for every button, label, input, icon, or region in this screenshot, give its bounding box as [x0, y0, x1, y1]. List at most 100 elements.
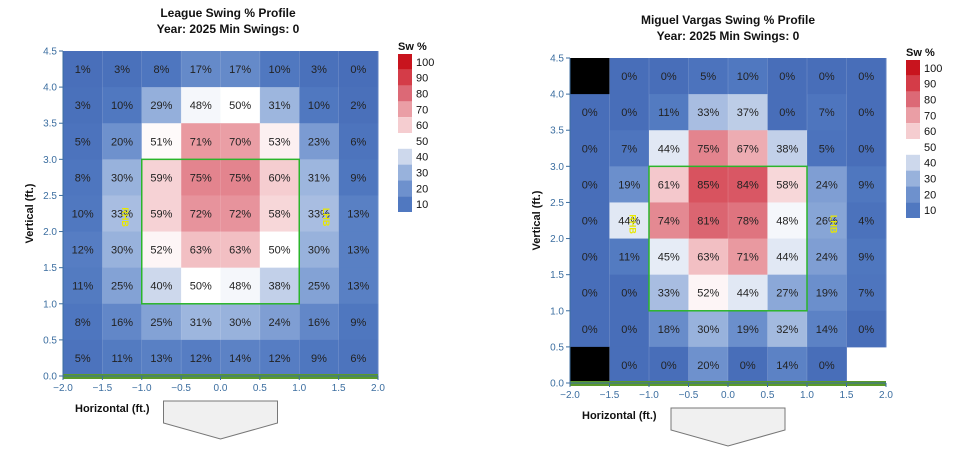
cell-value-label: 30% [111, 172, 133, 184]
heatmap-cell [807, 58, 847, 95]
heatmap-cell [688, 202, 729, 240]
cell-value-label: 0% [582, 288, 598, 300]
cell-value-label: 81% [697, 216, 719, 228]
cell-value-label: 72% [190, 209, 212, 221]
color-legend: Sw % 100 90 80 70 60 50 40 30 20 10 [906, 47, 942, 218]
heatmap-cell [649, 310, 689, 348]
legend-swatch [398, 117, 412, 133]
cell-value-label: 24% [816, 179, 838, 191]
heatmap-cell [688, 130, 729, 167]
home-plate-icon [670, 407, 786, 447]
heatmap-cell [609, 238, 650, 276]
heatmap-cell [570, 202, 610, 240]
x-tick-label: −2.0 [560, 390, 580, 401]
chart-title: League Swing % Profile [160, 6, 296, 20]
x-tick-label: −1.5 [93, 383, 113, 394]
heatmap-cell [767, 202, 808, 240]
cell-value-label: 33% [308, 209, 330, 221]
cell-value-label: 19% [737, 324, 759, 336]
cell-value-label: 51% [150, 136, 172, 148]
cell-value-label: 10% [269, 64, 291, 76]
cell-value-label: 48% [229, 281, 251, 293]
heatmap-cell [767, 166, 808, 203]
cell-value-label: 67% [737, 143, 759, 155]
y-tick-label: 0.0 [43, 372, 57, 383]
heatmap-cell [688, 346, 729, 384]
cell-value-label: 3% [114, 64, 130, 76]
cell-value-label: 48% [190, 100, 212, 112]
y-tick-label: 3.0 [43, 155, 57, 166]
legend-tick-label: 80 [416, 89, 428, 101]
cell-value-label: 0% [858, 324, 874, 336]
heatmap-cell [609, 202, 650, 240]
heatmap-cell [259, 339, 300, 377]
heatmap-cell [338, 87, 379, 124]
legend-tick-label: 10 [924, 205, 936, 217]
heatmap-cell [102, 303, 143, 341]
heatmap-cell [570, 238, 610, 276]
legend-tick-label: 50 [416, 136, 428, 148]
x-tick-label: 0.5 [253, 383, 267, 394]
y-tick-label: 1.0 [550, 306, 564, 317]
x-axis-title: Horizontal (ft.) [75, 403, 150, 415]
cell-value-label: 63% [229, 245, 251, 257]
cell-value-label: 33% [697, 107, 719, 119]
heatmap-cell [220, 339, 261, 377]
chart-subtitle: Year: 2025 Min Swings: 0 [157, 22, 300, 36]
heatmap-cell [220, 159, 261, 196]
x-tick-label: 0.0 [214, 383, 228, 394]
heatmap-cell [338, 267, 379, 305]
cell-value-label: 8% [75, 172, 91, 184]
cell-value-label: 0% [858, 143, 874, 155]
heatmap-cell [649, 58, 689, 95]
cell-value-label: 30% [308, 245, 330, 257]
cell-value-label: 26% [816, 216, 838, 228]
heatmap-cell [338, 231, 379, 269]
cell-value-label: 16% [111, 317, 133, 329]
cell-value-label: 1% [75, 64, 91, 76]
heatmap-cell [63, 267, 103, 305]
cell-value-label: 44% [618, 216, 640, 228]
rhb-label: RHB [120, 207, 130, 227]
y-tick-label: 4.0 [550, 90, 564, 101]
legend-swatch [398, 69, 412, 86]
cell-value-label: 13% [150, 353, 172, 365]
heatmap-cell [688, 310, 729, 348]
heatmap-cell [102, 123, 143, 160]
cell-value-label: 10% [308, 100, 330, 112]
heatmap-cell [102, 87, 143, 124]
cell-value-label: 13% [347, 281, 369, 293]
cell-value-label: 5% [819, 143, 835, 155]
cell-value-label: 75% [697, 143, 719, 155]
x-tick-label: −1.0 [639, 390, 659, 401]
heatmap-cell [259, 267, 300, 305]
legend-tick-label: 70 [416, 104, 428, 116]
cell-value-label: 0% [621, 288, 637, 300]
cell-value-label: 63% [697, 252, 719, 264]
heatmap-cell [181, 51, 221, 88]
cell-value-label: 71% [737, 252, 759, 264]
legend-tick-label: 90 [924, 79, 936, 91]
heatmap-cell [649, 274, 689, 312]
cell-value-label: 0% [582, 143, 598, 155]
cell-value-label: 9% [350, 317, 366, 329]
cell-value-label: 14% [776, 360, 798, 372]
heatmap-cell [141, 303, 182, 341]
legend-swatch [398, 196, 412, 212]
legend-tick-label: 10 [416, 199, 428, 211]
cell-value-label: 10% [111, 100, 133, 112]
y-tick-label: 4.5 [550, 54, 564, 65]
heatmap-cell [728, 94, 768, 131]
cell-value-label: 33% [111, 209, 133, 221]
legend-swatch [906, 91, 920, 108]
cell-value-label: 84% [737, 179, 759, 191]
y-tick-label: 0.5 [43, 335, 57, 346]
cell-value-label: 12% [190, 353, 212, 365]
heatmap-cell [609, 94, 650, 131]
heatmap-cell [807, 346, 847, 384]
cell-value-label: 31% [190, 317, 212, 329]
heatmap-cell [220, 123, 261, 160]
y-tick-label: 1.5 [43, 263, 57, 274]
legend-swatch [906, 186, 920, 203]
cell-value-label: 61% [658, 179, 680, 191]
